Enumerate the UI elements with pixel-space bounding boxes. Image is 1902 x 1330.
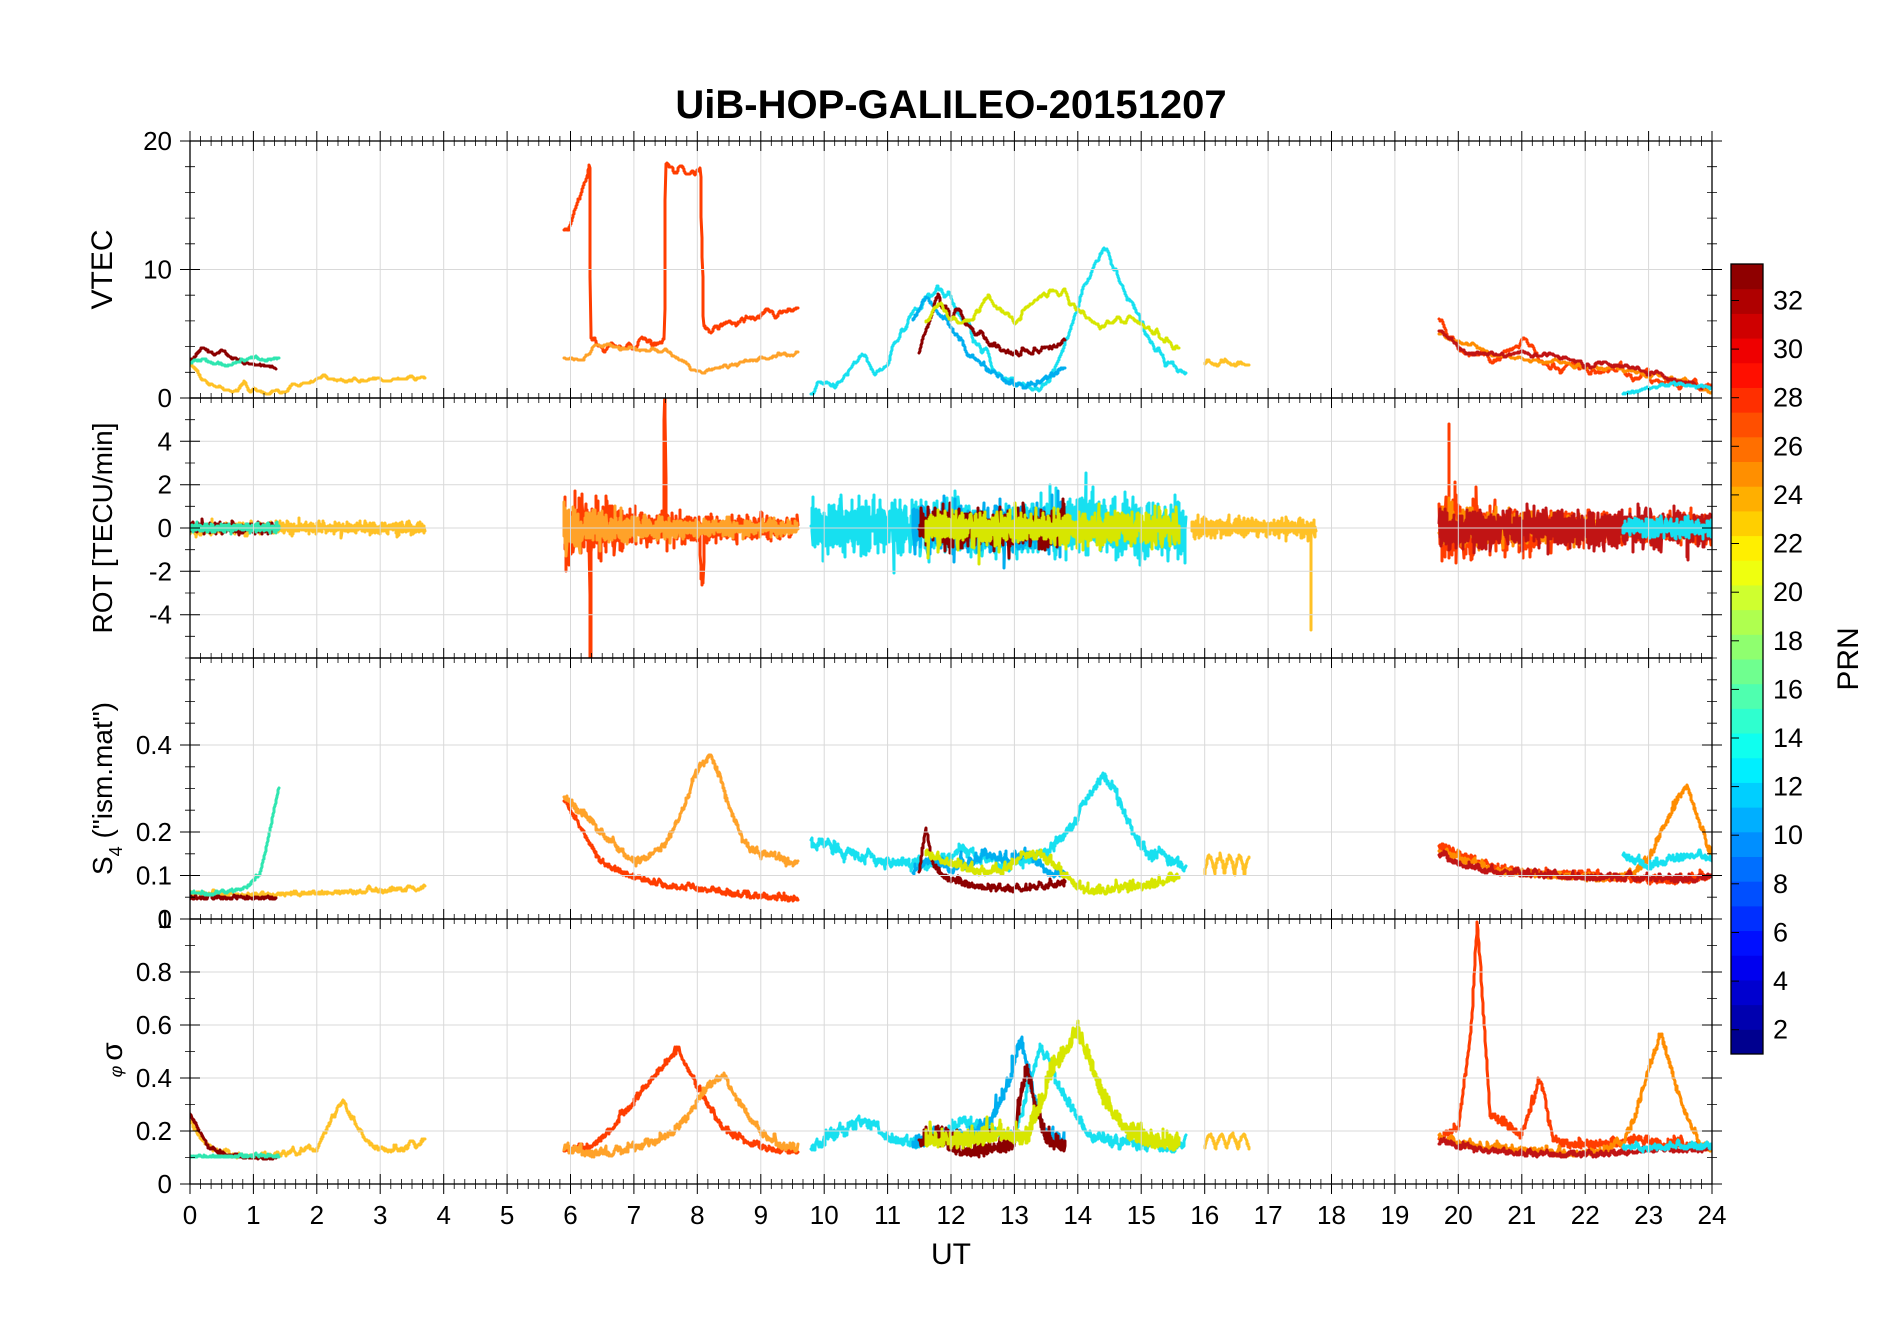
- svg-text:15: 15: [1127, 1200, 1156, 1230]
- svg-text:7: 7: [627, 1200, 641, 1230]
- svg-text:16: 16: [1773, 674, 1803, 704]
- svg-text:ROT [TECU/min]: ROT [TECU/min]: [87, 422, 118, 633]
- svg-text:12: 12: [1773, 772, 1803, 802]
- svg-text:30: 30: [1773, 334, 1803, 364]
- svg-text:4: 4: [436, 1200, 450, 1230]
- svg-text:PRN: PRN: [1832, 627, 1865, 690]
- svg-text:0.6: 0.6: [136, 1010, 172, 1040]
- svg-text:14: 14: [1773, 723, 1803, 753]
- svg-text:6: 6: [1773, 918, 1788, 948]
- svg-text:4: 4: [158, 426, 172, 456]
- svg-text:12: 12: [937, 1200, 966, 1230]
- svg-text:0.2: 0.2: [136, 817, 172, 847]
- svg-text:23: 23: [1634, 1200, 1663, 1230]
- svg-text:16: 16: [1190, 1200, 1219, 1230]
- svg-text:21: 21: [1507, 1200, 1536, 1230]
- svg-text:2: 2: [1773, 1015, 1788, 1045]
- svg-text:14: 14: [1063, 1200, 1092, 1230]
- svg-text:0: 0: [158, 1169, 172, 1199]
- svg-text:1: 1: [246, 1200, 260, 1230]
- svg-text:19: 19: [1380, 1200, 1409, 1230]
- svg-text:0.8: 0.8: [136, 957, 172, 987]
- svg-text:2: 2: [310, 1200, 324, 1230]
- svg-text:22: 22: [1773, 529, 1803, 559]
- svg-text:0: 0: [158, 383, 172, 413]
- svg-text:9: 9: [754, 1200, 768, 1230]
- svg-text:18: 18: [1317, 1200, 1346, 1230]
- svg-text:0.2: 0.2: [136, 1116, 172, 1146]
- svg-text:4: 4: [1773, 966, 1788, 996]
- svg-text:0.4: 0.4: [136, 1063, 172, 1093]
- svg-text:17: 17: [1254, 1200, 1283, 1230]
- svg-text:22: 22: [1571, 1200, 1600, 1230]
- svg-text:13: 13: [1000, 1200, 1029, 1230]
- svg-text:UiB-HOP-GALILEO-20151207: UiB-HOP-GALILEO-20151207: [675, 83, 1226, 127]
- svg-text:φ: φ: [106, 1065, 126, 1077]
- svg-text:0.1: 0.1: [136, 861, 172, 891]
- svg-text:-4: -4: [149, 600, 172, 630]
- svg-text:6: 6: [563, 1200, 577, 1230]
- svg-text:8: 8: [1773, 869, 1788, 899]
- svg-text:-2: -2: [149, 556, 172, 586]
- svg-text:0: 0: [158, 513, 172, 543]
- svg-text:26: 26: [1773, 431, 1803, 461]
- svg-text:3: 3: [373, 1200, 387, 1230]
- svg-text:18: 18: [1773, 626, 1803, 656]
- svg-text:20: 20: [143, 126, 172, 156]
- svg-text:24: 24: [1773, 480, 1803, 510]
- svg-text:1: 1: [158, 904, 172, 934]
- svg-text:2: 2: [158, 470, 172, 500]
- svg-text:VTEC: VTEC: [86, 229, 119, 309]
- svg-text:σ: σ: [96, 1042, 129, 1061]
- svg-text:UT: UT: [931, 1238, 971, 1271]
- svg-text:24: 24: [1698, 1200, 1727, 1230]
- svg-text:5: 5: [500, 1200, 514, 1230]
- svg-text:0.4: 0.4: [136, 730, 172, 760]
- svg-text:10: 10: [143, 255, 172, 285]
- svg-text:10: 10: [1773, 820, 1803, 850]
- svg-text:20: 20: [1444, 1200, 1473, 1230]
- svg-text:0: 0: [183, 1200, 197, 1230]
- svg-text:20: 20: [1773, 577, 1803, 607]
- svg-text:28: 28: [1773, 383, 1803, 413]
- svg-text:32: 32: [1773, 286, 1803, 316]
- svg-text:8: 8: [690, 1200, 704, 1230]
- svg-text:11: 11: [874, 1200, 901, 1230]
- svg-text:10: 10: [810, 1200, 839, 1230]
